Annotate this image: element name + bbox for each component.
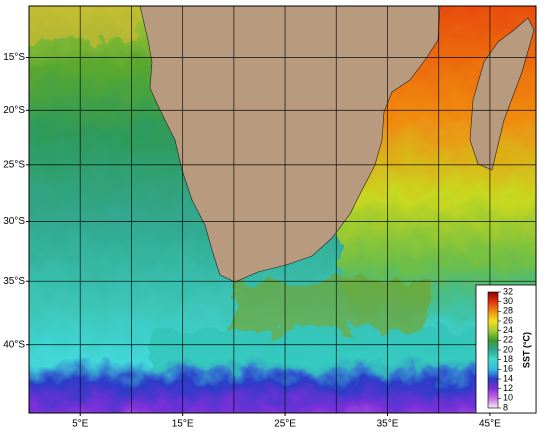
colorbar-tick-label: 16 <box>503 364 513 374</box>
colorbar <box>487 291 499 409</box>
graticule <box>29 6 536 413</box>
map-frame <box>28 5 537 414</box>
colorbar-tick-label: 28 <box>503 306 513 316</box>
colorbar-tick-label: 26 <box>503 315 513 325</box>
colorbar-tick-label: 12 <box>503 383 513 393</box>
colorbar-tick-label: 30 <box>503 296 513 306</box>
colorbar-tick-label: 8 <box>503 402 508 412</box>
x-tick-label: 25°E <box>274 419 296 430</box>
colorbar-tick-label: 22 <box>503 335 513 345</box>
y-tick-label: 40°S <box>3 339 25 350</box>
y-tick-label: 15°S <box>3 52 25 63</box>
y-tick-label: 35°S <box>3 276 25 287</box>
y-tick-label: 20°S <box>3 105 25 116</box>
africa-land <box>139 6 441 283</box>
x-tick-label: 45°E <box>479 419 501 430</box>
colorbar-tick-label: 24 <box>503 325 513 335</box>
colorbar-tick-label: 20 <box>503 344 513 354</box>
colorbar-box <box>475 284 537 414</box>
colorbar-label: SST (°C) <box>521 332 531 368</box>
axis-labels: 5°E 15°E 25°E 35°E 45°E 15°S 20°S 25°S 30°S 35°S 4… <box>3 52 501 429</box>
colorbar-tick-label: 14 <box>503 373 513 383</box>
colorbar-tick-label: 18 <box>503 354 513 364</box>
y-tick-label: 25°S <box>3 159 25 170</box>
colorbar-tick-label: 10 <box>503 393 513 403</box>
x-tick-label: 35°E <box>377 419 399 430</box>
x-tick-label: 5°E <box>72 419 89 430</box>
colorbar-tick-label: 32 <box>503 286 513 296</box>
y-tick-label: 30°S <box>3 216 25 227</box>
madagascar-land <box>469 17 535 171</box>
x-tick-label: 15°E <box>172 419 194 430</box>
